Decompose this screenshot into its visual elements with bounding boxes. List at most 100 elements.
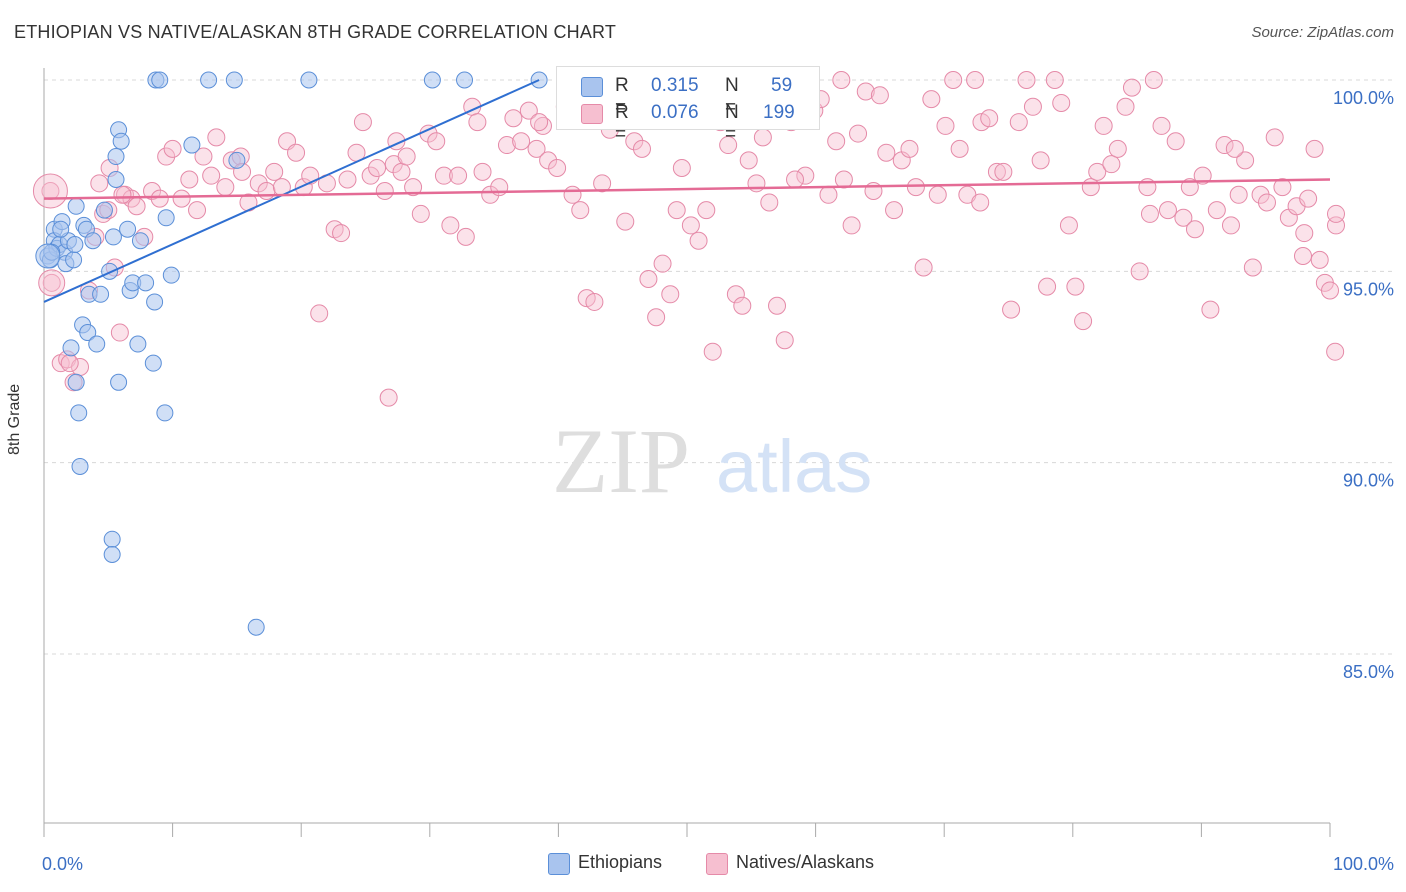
natives-point <box>1144 71 1163 89</box>
natives-point <box>287 143 306 162</box>
natives-point <box>1180 178 1199 197</box>
natives-point <box>1201 300 1220 319</box>
ethiopians-point <box>144 354 162 372</box>
natives-point <box>257 181 276 200</box>
natives-point <box>368 159 387 178</box>
natives-point <box>856 82 875 101</box>
ethiopians-point <box>67 373 85 391</box>
natives-point <box>1088 162 1107 181</box>
natives-point <box>585 292 604 311</box>
natives-point <box>726 285 745 304</box>
natives-point <box>1299 189 1318 208</box>
natives-point <box>703 342 722 361</box>
natives-point <box>849 124 868 143</box>
natives-point <box>900 139 919 158</box>
ethiopians-legend-swatch <box>548 853 570 875</box>
natives-points <box>32 71 1345 407</box>
natives-point <box>441 216 460 235</box>
natives-point <box>870 86 889 105</box>
natives-point <box>1122 78 1141 97</box>
natives-point <box>512 132 531 151</box>
natives-trend-line <box>43 178 1331 200</box>
y-tick-label: 100.0% <box>1333 88 1394 108</box>
natives-point <box>1243 258 1262 277</box>
natives-legend-swatch <box>706 853 728 875</box>
natives-point <box>1310 250 1329 269</box>
r-value-ethiopians: 0.315 <box>651 75 699 96</box>
watermark-zip: ZIP <box>552 410 690 512</box>
natives-point <box>944 71 963 89</box>
ethiopians-point <box>67 197 85 215</box>
natives-point <box>760 193 779 212</box>
n-label: N = <box>725 102 739 145</box>
natives-point <box>647 308 666 327</box>
natives-point <box>842 216 861 235</box>
natives-point <box>936 116 955 135</box>
natives-point <box>397 147 416 166</box>
natives-point <box>1305 139 1324 158</box>
ethiopians-point <box>52 220 70 238</box>
n-label: N = <box>725 75 739 118</box>
r-label: R = <box>615 75 629 118</box>
natives-point <box>163 139 182 158</box>
natives-point <box>392 162 411 181</box>
natives-point <box>375 181 394 200</box>
natives-point <box>987 162 1006 181</box>
natives-point <box>827 132 846 151</box>
ethiopians-point <box>156 404 174 422</box>
natives-point <box>60 354 79 373</box>
natives-point <box>1081 178 1100 197</box>
natives-point <box>449 166 468 185</box>
natives-point <box>571 201 590 220</box>
natives-point <box>1108 139 1127 158</box>
ethiopians-point <box>137 274 155 292</box>
natives-point <box>127 197 146 216</box>
natives-point <box>473 162 492 181</box>
natives-point <box>1023 97 1042 116</box>
natives-point <box>1130 262 1149 281</box>
natives-point <box>1094 116 1113 135</box>
natives-point <box>1251 185 1270 204</box>
natives-point <box>1116 97 1135 116</box>
natives-point <box>539 151 558 170</box>
natives-point <box>1066 277 1085 296</box>
ethiopians-point <box>103 530 121 548</box>
natives-point <box>249 174 268 193</box>
natives-point <box>1295 224 1314 243</box>
n-value-ethiopians: 59 <box>771 75 793 96</box>
natives-point <box>216 178 235 197</box>
ethiopians-point <box>103 546 121 564</box>
natives-point <box>1193 166 1212 185</box>
y-tick-label: 95.0% <box>1343 279 1394 299</box>
natives-point <box>661 285 680 304</box>
natives-point <box>427 132 446 151</box>
natives-point <box>456 227 475 246</box>
natives-point <box>697 201 716 220</box>
natives-point <box>563 185 582 204</box>
y-tick-label: 90.0% <box>1343 471 1394 491</box>
ethiopians-legend-label: Ethiopians <box>578 852 663 872</box>
natives-point <box>180 170 199 189</box>
natives-point <box>504 109 523 128</box>
natives-point <box>332 224 351 243</box>
natives-point <box>1152 116 1171 135</box>
natives-point <box>1221 216 1240 235</box>
natives-point <box>1293 247 1312 266</box>
natives-point <box>672 159 691 178</box>
ethiopians-point <box>119 220 137 238</box>
natives-point <box>468 113 487 132</box>
natives-point <box>379 388 398 407</box>
natives-point <box>110 323 129 342</box>
natives-point <box>172 189 191 208</box>
natives-point <box>796 166 815 185</box>
natives-point <box>1321 281 1339 300</box>
ethiopians-point <box>107 170 125 188</box>
natives-point <box>353 113 372 132</box>
natives-point <box>653 254 672 273</box>
natives-point <box>1265 128 1284 147</box>
natives-point <box>971 193 990 212</box>
natives-point <box>1225 139 1244 158</box>
stats-legend: R = 0.315 N = 59 R = 0.076 N = 199 <box>556 66 820 145</box>
natives-point <box>786 170 805 189</box>
